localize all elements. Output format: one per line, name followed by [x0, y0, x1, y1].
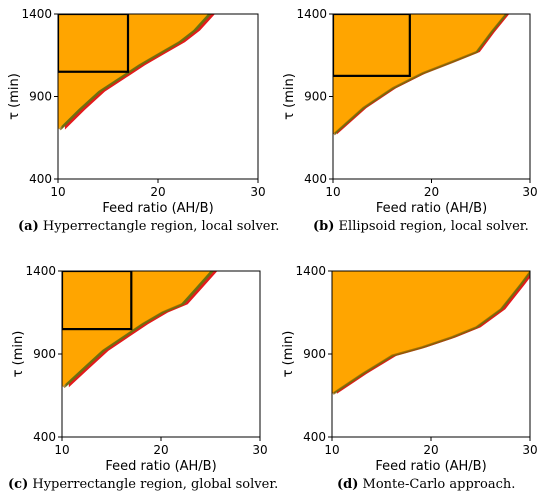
y-tick-label-a: 1400: [21, 7, 52, 21]
y-tick-label-b: 400: [304, 172, 327, 186]
y-axis-label-b: τ (min): [282, 73, 297, 120]
plot-area-a: [58, 14, 225, 131]
y-tick-label-d: 400: [303, 430, 326, 444]
feasible-region-c: [62, 271, 211, 388]
x-tick-label-c: 10: [54, 443, 69, 457]
y-tick-label-d: 1400: [295, 264, 326, 278]
feasible-region-d: [332, 271, 530, 394]
panel-a: 10 20 30 400 900 1400 Feed ratio (AH/B) τ (min): [7, 7, 266, 216]
feasible-region-a: [58, 14, 208, 130]
x-axis-label-c: Feed ratio (AH/B): [105, 459, 216, 474]
x-tick-label-d: 20: [423, 443, 438, 457]
y-tick-label-b: 900: [304, 90, 327, 104]
x-tick-label-d: 10: [324, 443, 339, 457]
x-tick-label-a: 30: [250, 185, 265, 199]
caption-b-text: Ellipsoid region, local solver.: [338, 219, 529, 234]
y-tick-label-d: 900: [303, 347, 326, 361]
y-tick-label-c: 900: [33, 347, 56, 361]
x-axis-label-a: Feed ratio (AH/B): [102, 201, 213, 216]
boundary-edge-a: [58, 14, 211, 131]
x-tick-label-d: 30: [522, 443, 537, 457]
panel-d: 10 20 30 400 900 1400 Feed ratio (AH/B) τ (min): [281, 264, 538, 474]
plot-area-d: [332, 271, 530, 395]
y-axis-label-d: τ (min): [281, 331, 296, 378]
boundary-edge-c: [62, 271, 214, 389]
y-axis-label-c: τ (min): [11, 331, 26, 378]
boundary-edge-b: [333, 14, 508, 136]
caption-a: (a) Hyperrectangle region, local solver.: [18, 219, 279, 234]
caption-b-letter: (b): [313, 219, 335, 234]
y-tick-label-c: 1400: [25, 264, 56, 278]
x-tick-label-b: 30: [522, 185, 537, 199]
x-tick-label-b: 10: [325, 185, 340, 199]
plot-area-c: [62, 271, 228, 389]
plot-area-b: [333, 14, 520, 136]
caption-c: (c) Hyperrectangle region, global solver…: [8, 477, 278, 492]
caption-d-letter: (d): [337, 477, 359, 492]
caption-c-text: Hyperrectangle region, global solver.: [32, 477, 279, 492]
caption-a-text: Hyperrectangle region, local solver.: [42, 219, 280, 234]
y-tick-label-c: 400: [33, 430, 56, 444]
caption-d: (d) Monte-Carlo approach.: [337, 477, 515, 492]
x-tick-label-b: 20: [424, 185, 439, 199]
panel-b: 10 20 30 400 900 1400 Feed ratio (AH/B) τ (min): [282, 7, 538, 216]
caption-b: (b) Ellipsoid region, local solver.: [313, 219, 529, 234]
x-axis-label-b: Feed ratio (AH/B): [376, 201, 487, 216]
caption-a-letter: (a): [18, 219, 39, 234]
y-tick-label-a: 400: [29, 172, 52, 186]
boundary-edge-d: [332, 271, 530, 395]
y-tick-label-a: 900: [29, 90, 52, 104]
x-axis-label-d: Feed ratio (AH/B): [375, 459, 486, 474]
x-tick-label-c: 30: [252, 443, 267, 457]
panel-c: 10 20 30 400 900 1400 Feed ratio (AH/B) τ (min): [11, 264, 268, 474]
design-space-rectangle-c: [62, 271, 133, 331]
caption-c-letter: (c): [8, 477, 29, 492]
caption-d-text: Monte-Carlo approach.: [362, 477, 516, 492]
design-space-rectangle-a: [58, 14, 130, 73]
y-tick-label-b: 1400: [296, 7, 327, 21]
x-tick-label-c: 20: [153, 443, 168, 457]
x-tick-label-a: 20: [150, 185, 165, 199]
x-tick-label-a: 10: [50, 185, 65, 199]
y-axis-label-a: τ (min): [7, 73, 22, 120]
design-space-rectangle-b: [333, 14, 411, 77]
